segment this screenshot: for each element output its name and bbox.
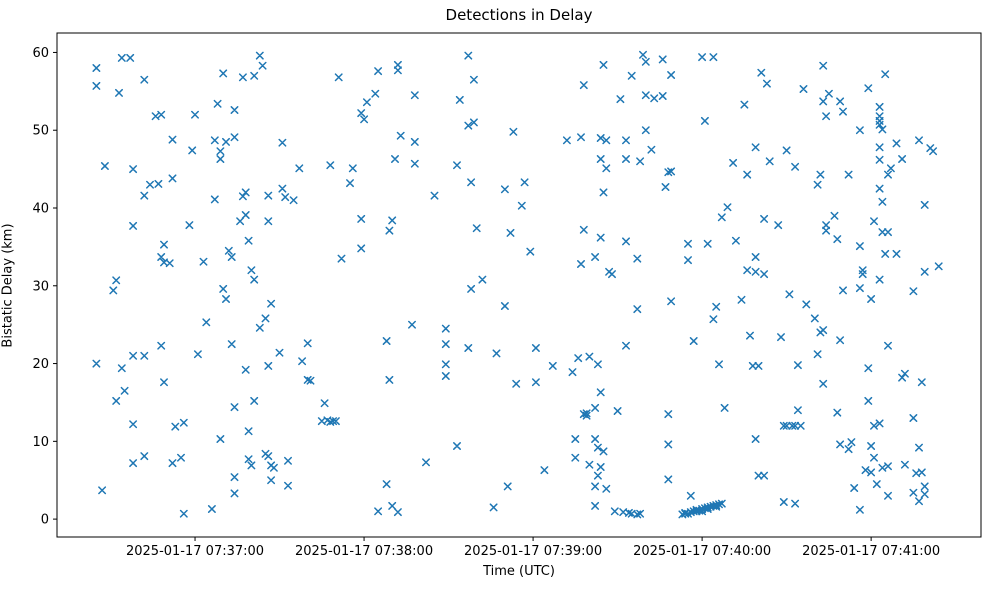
y-tick-label: 30: [32, 279, 49, 294]
x-tick-label: 2025-01-17 07:37:00: [126, 544, 264, 559]
y-tick-label: 60: [32, 46, 49, 61]
x-axis-label: Time (UTC): [483, 564, 555, 579]
axes-layer: 2025-01-17 07:37:00 2025-01-17 07:38:00 20…: [32, 46, 940, 559]
y-tick-label: 20: [32, 357, 49, 372]
y-tick-label: 10: [32, 435, 49, 450]
scatter-marker-path: [92, 50, 943, 519]
plot-border: [56, 32, 982, 538]
x-tick-label: 2025-01-17 07:38:00: [295, 544, 433, 559]
x-tick-label: 2025-01-17 07:41:00: [802, 544, 940, 559]
y-tick-label: 0: [41, 513, 49, 528]
y-tick-label: 50: [32, 124, 49, 139]
y-axis-label: Bistatic Delay (km): [0, 223, 16, 348]
chart-title: Detections in Delay: [445, 6, 593, 24]
y-tick-label: 40: [32, 202, 49, 217]
scatter-points: [92, 50, 943, 519]
x-tick-label: 2025-01-17 07:39:00: [464, 544, 602, 559]
x-tick-label: 2025-01-17 07:40:00: [633, 544, 771, 559]
